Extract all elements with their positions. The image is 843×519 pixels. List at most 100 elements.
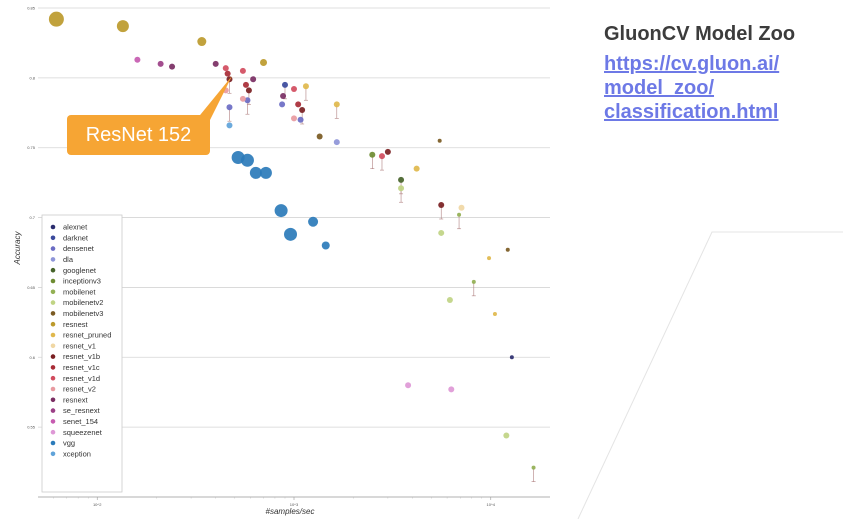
point-googlenet (398, 176, 405, 183)
point-mobilenetv2 (438, 229, 445, 236)
legend-marker-dla (50, 257, 56, 262)
legend-label-resnet_v2: resnet_v2 (63, 385, 96, 394)
legend-marker-resnest (50, 321, 56, 327)
legend-label-darknet: darknet (63, 233, 89, 242)
legend-label-resnet_v1b: resnet_v1b (63, 352, 100, 361)
point-mobilenet (531, 465, 536, 470)
legend-marker-squeezenet (50, 429, 56, 435)
point-mobilenetv3 (316, 133, 323, 140)
legend-marker-inceptionv3 (50, 278, 56, 284)
point-vgg (308, 216, 319, 227)
legend-label-dla: dla (63, 255, 74, 264)
point-mobilenetv3 (437, 138, 442, 143)
legend-label-xception: xception (63, 449, 91, 458)
point-mobilenetv2 (446, 297, 453, 304)
legend-label-squeezenet: squeezenet (63, 428, 103, 437)
point-senet_154 (134, 56, 141, 63)
axis-ticks: 0.55 0.6 0.65 0.7 0.75 0.8 0.85 10^2 10^3 10^4 (27, 6, 496, 508)
legend-label-resnest: resnest (63, 320, 89, 329)
x-tick-label: 10^4 (486, 502, 495, 507)
point-xception (226, 122, 233, 129)
legend-marker-mobilenetv2 (50, 300, 56, 305)
point-resnet_v1c (242, 81, 249, 88)
point-mobilenetv2 (398, 185, 405, 192)
point-inceptionv3 (369, 151, 376, 158)
legend-marker-googlenet (50, 267, 56, 273)
point-resnet_v1d (222, 65, 229, 72)
point-densenet (279, 101, 286, 108)
model-zoo-link-line-2[interactable]: model_zoo/ (604, 77, 715, 99)
point-resnet_pruned (492, 311, 497, 316)
point-mobilenetv2 (503, 432, 510, 439)
legend-label-resnet_v1: resnet_v1 (63, 341, 96, 350)
point-resnext (169, 63, 176, 70)
point-resnest (260, 58, 268, 66)
point-dla (333, 139, 340, 146)
point-resnet_pruned (333, 101, 340, 108)
legend-label-senet_154: senet_154 (63, 417, 98, 426)
point-resnext (250, 76, 257, 83)
point-vgg (259, 166, 272, 179)
point-resnext (212, 60, 219, 67)
legend-label-mobilenet: mobilenet (63, 287, 96, 296)
x-tick-label: 10^3 (290, 502, 299, 507)
point-resnet_v1c (224, 70, 231, 77)
point-resnet_v1 (458, 204, 465, 211)
legend-marker-resnet_v1b (50, 354, 56, 359)
legend-label-vgg: vgg (63, 439, 75, 448)
y-tick-label: 0.6 (29, 355, 35, 360)
point-resnest (197, 37, 207, 47)
legend-label-se_resnext: se_resnext (63, 406, 101, 415)
point-resnet_v1b (384, 148, 391, 155)
legend-label-alexnet: alexnet (63, 223, 88, 232)
model-zoo-link-line-1[interactable]: https://cv.gluon.ai/ (604, 53, 780, 75)
point-densenet (297, 116, 304, 123)
legend-marker-densenet (50, 246, 56, 251)
legend-marker-mobilenetv3 (50, 311, 56, 316)
y-tick-label: 0.55 (27, 425, 36, 430)
legend-marker-mobilenet (50, 289, 56, 295)
model-zoo-link-line-3[interactable]: classification.html (604, 101, 779, 123)
point-resnet_v1b (299, 106, 306, 113)
point-densenet (244, 97, 251, 104)
point-resnet_v1d (239, 67, 246, 74)
legend-marker-resnet_v1 (50, 343, 56, 349)
point-resnet_pruned (302, 83, 309, 90)
y-tick-label: 0.65 (27, 285, 36, 290)
legend-label-mobilenetv2: mobilenetv2 (63, 298, 103, 307)
point-vgg (274, 204, 288, 218)
point-resnet_v1d (378, 153, 385, 160)
point-alexnet (509, 355, 514, 360)
legend-marker-vgg (50, 440, 56, 446)
legend-marker-resnet_v1d (50, 375, 56, 381)
point-resnet_v2 (239, 95, 246, 102)
legend-label-resnet_v1c: resnet_v1c (63, 363, 100, 372)
legend-marker-resnext (50, 397, 56, 403)
point-densenet (226, 104, 233, 111)
y-tick-label: 0.7 (29, 215, 35, 220)
point-resnet_pruned (413, 165, 420, 172)
y-axis-label: Accuracy (13, 231, 22, 266)
legend-label-googlenet: googlenet (63, 266, 97, 275)
point-resnest (48, 11, 64, 27)
point-resnet_pruned (487, 256, 492, 261)
point-vgg (240, 153, 254, 167)
point-se_resnext (157, 60, 164, 67)
legend-label-densenet: densenet (63, 244, 95, 253)
point-mobilenet (457, 212, 462, 217)
legend-label-inceptionv3: inceptionv3 (63, 277, 101, 286)
legend-label-resnet_v1d: resnet_v1d (63, 374, 100, 383)
point-resnet_v1b (438, 201, 445, 208)
point-resnet_v1c (295, 101, 302, 108)
x-axis-label: #samples/sec (266, 507, 315, 516)
legend-marker-resnet_v2 (50, 386, 56, 392)
legend-marker-xception (50, 451, 56, 457)
data-points (48, 11, 536, 470)
y-tick-label: 0.75 (27, 145, 36, 150)
legend-marker-alexnet (50, 224, 56, 230)
y-tick-label: 0.8 (29, 75, 35, 80)
legend-marker-darknet (50, 235, 56, 241)
